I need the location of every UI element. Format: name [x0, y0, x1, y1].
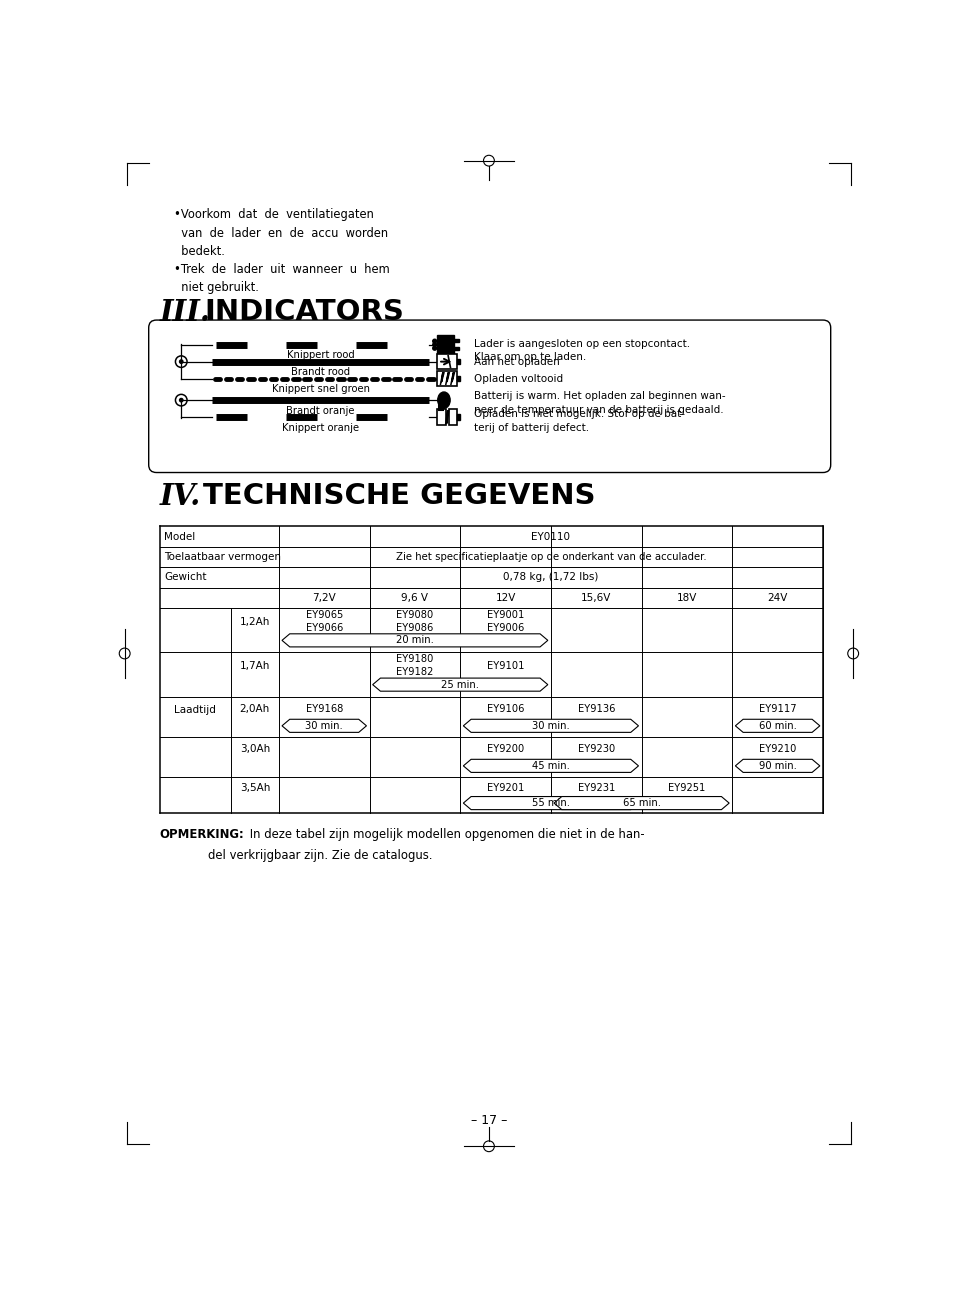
Text: EY0110: EY0110: [531, 532, 570, 542]
Circle shape: [433, 339, 436, 343]
Text: IV.: IV.: [159, 481, 200, 511]
FancyBboxPatch shape: [436, 409, 445, 424]
Text: 60 min.: 60 min.: [758, 721, 796, 731]
Text: 90 min.: 90 min.: [758, 761, 796, 771]
Text: Klaar om op te laden.: Klaar om op te laden.: [474, 352, 586, 362]
Text: EY9251: EY9251: [667, 783, 705, 792]
Polygon shape: [735, 719, 819, 732]
Circle shape: [433, 347, 436, 351]
Text: 3,0Ah: 3,0Ah: [239, 744, 270, 754]
Text: Brandt rood: Brandt rood: [291, 367, 350, 378]
Text: Knippert snel groen: Knippert snel groen: [272, 384, 370, 395]
Text: Knippert oranje: Knippert oranje: [282, 423, 359, 433]
Text: Lader is aangesloten op een stopcontact.: Lader is aangesloten op een stopcontact.: [474, 339, 690, 348]
Bar: [457, 414, 459, 419]
Text: Laadtijd: Laadtijd: [174, 705, 216, 716]
Text: 1,2Ah: 1,2Ah: [239, 617, 270, 628]
Text: OPMERKING:: OPMERKING:: [159, 828, 244, 841]
Text: Zie het specificatieplaatje op de onderkant van de acculader.: Zie het specificatieplaatje op de onderk…: [395, 553, 705, 562]
Polygon shape: [463, 797, 638, 810]
Bar: [454, 339, 458, 343]
Text: EY9080
EY9086: EY9080 EY9086: [395, 611, 433, 633]
Text: 18V: 18V: [676, 593, 697, 603]
Text: 9,6 V: 9,6 V: [401, 593, 428, 603]
Text: niet gebruikt.: niet gebruikt.: [173, 281, 258, 294]
Text: 30 min.: 30 min.: [305, 721, 343, 731]
Text: 20 min.: 20 min.: [395, 635, 434, 646]
Polygon shape: [282, 634, 547, 647]
Text: EY9001
EY9006: EY9001 EY9006: [486, 611, 524, 633]
Polygon shape: [282, 719, 366, 732]
Text: III.: III.: [159, 299, 211, 327]
Text: EY9231: EY9231: [577, 783, 615, 792]
Text: EY9200: EY9200: [486, 744, 523, 753]
Text: EY9230: EY9230: [577, 744, 615, 753]
Text: – 17 –: – 17 –: [470, 1114, 507, 1127]
Text: 7,2V: 7,2V: [312, 593, 335, 603]
FancyBboxPatch shape: [436, 371, 456, 387]
Polygon shape: [373, 678, 547, 691]
Text: 65 min.: 65 min.: [622, 798, 659, 807]
Polygon shape: [463, 719, 638, 732]
Text: bedekt.: bedekt.: [173, 245, 224, 258]
Circle shape: [179, 399, 183, 402]
Text: 1,7Ah: 1,7Ah: [239, 661, 270, 672]
Text: •Voorkom  dat  de  ventilatiegaten: •Voorkom dat de ventilatiegaten: [173, 208, 373, 221]
Text: Aan het opladen: Aan het opladen: [474, 357, 559, 367]
Bar: [454, 347, 458, 349]
Text: Opladen is niet mogelijk. Stof op de bat-: Opladen is niet mogelijk. Stof op de bat…: [474, 409, 684, 419]
FancyBboxPatch shape: [448, 409, 457, 424]
Text: terij of batterij defect.: terij of batterij defect.: [474, 423, 589, 433]
Text: Brandt oranje: Brandt oranje: [286, 406, 355, 415]
Text: del verkrijgbaar zijn. Zie de catalogus.: del verkrijgbaar zijn. Zie de catalogus.: [208, 849, 432, 862]
Text: •Trek  de  lader  uit  wanneer  u  hem: •Trek de lader uit wanneer u hem: [173, 263, 389, 276]
Text: Knippert rood: Knippert rood: [287, 351, 355, 361]
Text: EY9065
EY9066: EY9065 EY9066: [305, 611, 342, 633]
Text: 3,5Ah: 3,5Ah: [239, 783, 270, 793]
Text: Model: Model: [164, 532, 195, 542]
Text: Gewicht: Gewicht: [164, 572, 207, 582]
Text: Toelaatbaar vermogen: Toelaatbaar vermogen: [164, 553, 281, 562]
FancyBboxPatch shape: [149, 320, 830, 472]
Text: 30 min.: 30 min.: [532, 721, 569, 731]
Text: INDICATORS: INDICATORS: [204, 299, 404, 326]
Text: 45 min.: 45 min.: [532, 761, 569, 771]
Text: Batterij is warm. Het opladen zal beginnen wan-: Batterij is warm. Het opladen zal beginn…: [474, 391, 725, 401]
Text: Opladen voltooid: Opladen voltooid: [474, 374, 562, 384]
Text: van  de  lader  en  de  accu  worden: van de lader en de accu worden: [173, 226, 387, 239]
FancyBboxPatch shape: [436, 355, 456, 369]
Text: EY9168: EY9168: [305, 704, 342, 713]
Polygon shape: [735, 760, 819, 773]
Text: 15,6V: 15,6V: [580, 593, 611, 603]
Text: 55 min.: 55 min.: [532, 798, 569, 807]
Text: In deze tabel zijn mogelijk modellen opgenomen die niet in de han-: In deze tabel zijn mogelijk modellen opg…: [246, 828, 644, 841]
Text: EY9136: EY9136: [577, 704, 615, 713]
Bar: [436, 335, 454, 355]
Polygon shape: [463, 760, 638, 773]
Bar: [456, 375, 459, 382]
Text: 0,78 kg, (1,72 lbs): 0,78 kg, (1,72 lbs): [503, 572, 598, 582]
Circle shape: [433, 343, 436, 347]
Ellipse shape: [437, 392, 450, 409]
Text: 12V: 12V: [495, 593, 516, 603]
Text: EY9180
EY9182: EY9180 EY9182: [395, 655, 434, 677]
Text: EY9210: EY9210: [759, 744, 796, 753]
Text: EY9117: EY9117: [758, 704, 796, 713]
Text: EY9101: EY9101: [486, 661, 524, 670]
Bar: [456, 358, 459, 365]
Polygon shape: [554, 797, 728, 810]
Text: EY9106: EY9106: [486, 704, 524, 713]
Text: neer de temperatuur van de batterij is gedaald.: neer de temperatuur van de batterij is g…: [474, 405, 723, 415]
Text: 25 min.: 25 min.: [441, 679, 478, 690]
Text: 24V: 24V: [766, 593, 787, 603]
Circle shape: [179, 360, 183, 364]
Text: EY9201: EY9201: [486, 783, 524, 792]
Text: 2,0Ah: 2,0Ah: [239, 704, 270, 714]
Text: TECHNISCHE GEGEVENS: TECHNISCHE GEGEVENS: [203, 481, 595, 510]
